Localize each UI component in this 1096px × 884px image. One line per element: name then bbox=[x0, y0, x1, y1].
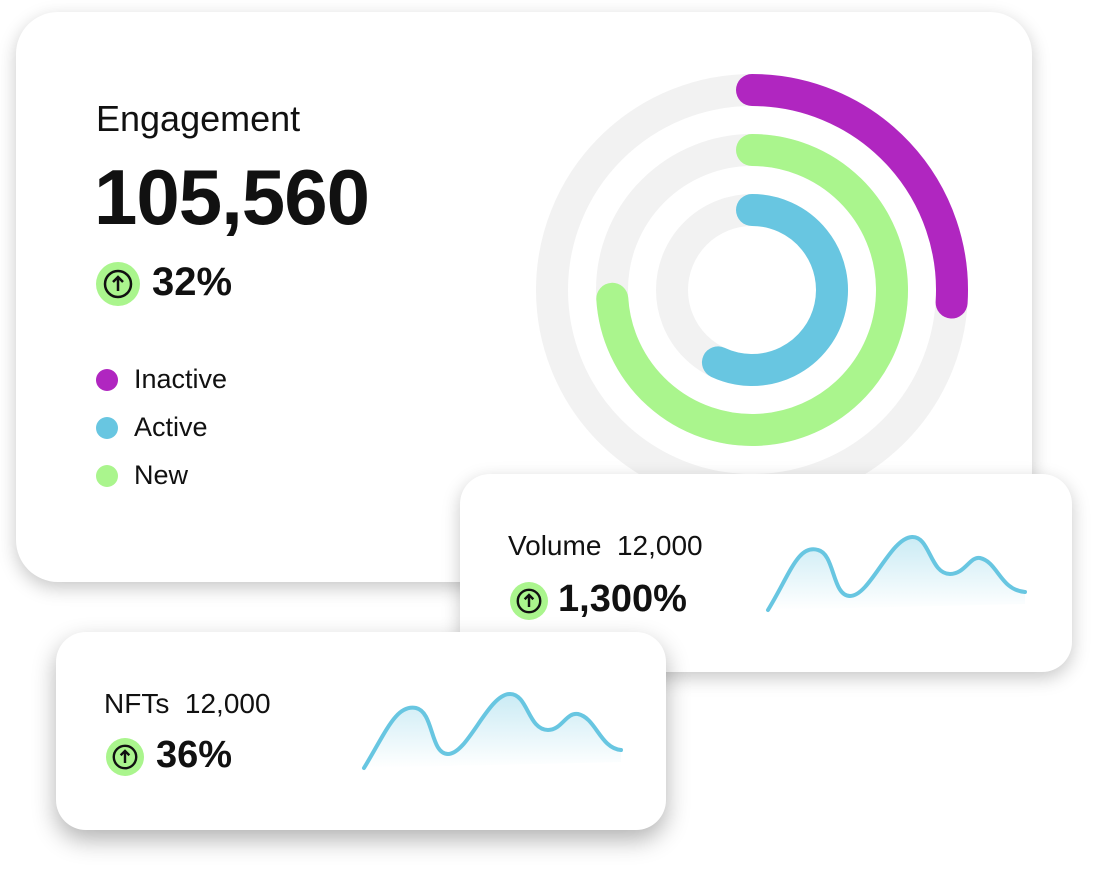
legend-swatch bbox=[96, 368, 118, 391]
nfts-card: NFTs 12,000 36% bbox=[56, 632, 666, 830]
ring-chart bbox=[536, 74, 968, 506]
nfts-label: NFTs 12,000 bbox=[104, 688, 271, 720]
up-icon bbox=[106, 738, 144, 776]
nfts-sparkline bbox=[362, 691, 623, 770]
volume-value: 12,000 bbox=[616, 530, 703, 561]
ring-arc bbox=[596, 134, 908, 446]
ring-arc bbox=[701, 194, 848, 386]
nfts-value: 12,000 bbox=[184, 688, 271, 719]
volume-change: 1,300% bbox=[558, 578, 687, 620]
legend-item: New bbox=[96, 460, 188, 491]
legend-label: Inactive bbox=[134, 364, 228, 394]
legend-item: Inactive bbox=[96, 364, 227, 395]
engagement-title: Engagement bbox=[96, 98, 301, 139]
up-icon bbox=[510, 582, 548, 620]
legend-label: New bbox=[134, 460, 189, 490]
nfts-change: 36% bbox=[156, 734, 233, 776]
volume-label: Volume 12,000 bbox=[508, 530, 703, 562]
legend-swatch bbox=[96, 416, 118, 439]
nfts-title: NFTs bbox=[104, 688, 170, 719]
engagement-change: 32% bbox=[152, 260, 233, 304]
up-icon bbox=[96, 262, 140, 306]
volume-title: Volume bbox=[508, 530, 602, 561]
volume-sparkline bbox=[766, 534, 1027, 612]
legend-item: Active bbox=[96, 412, 208, 443]
ring-arc bbox=[736, 74, 968, 319]
legend-label: Active bbox=[134, 412, 208, 442]
engagement-value: 105,560 bbox=[94, 153, 370, 241]
legend-swatch bbox=[96, 464, 118, 487]
